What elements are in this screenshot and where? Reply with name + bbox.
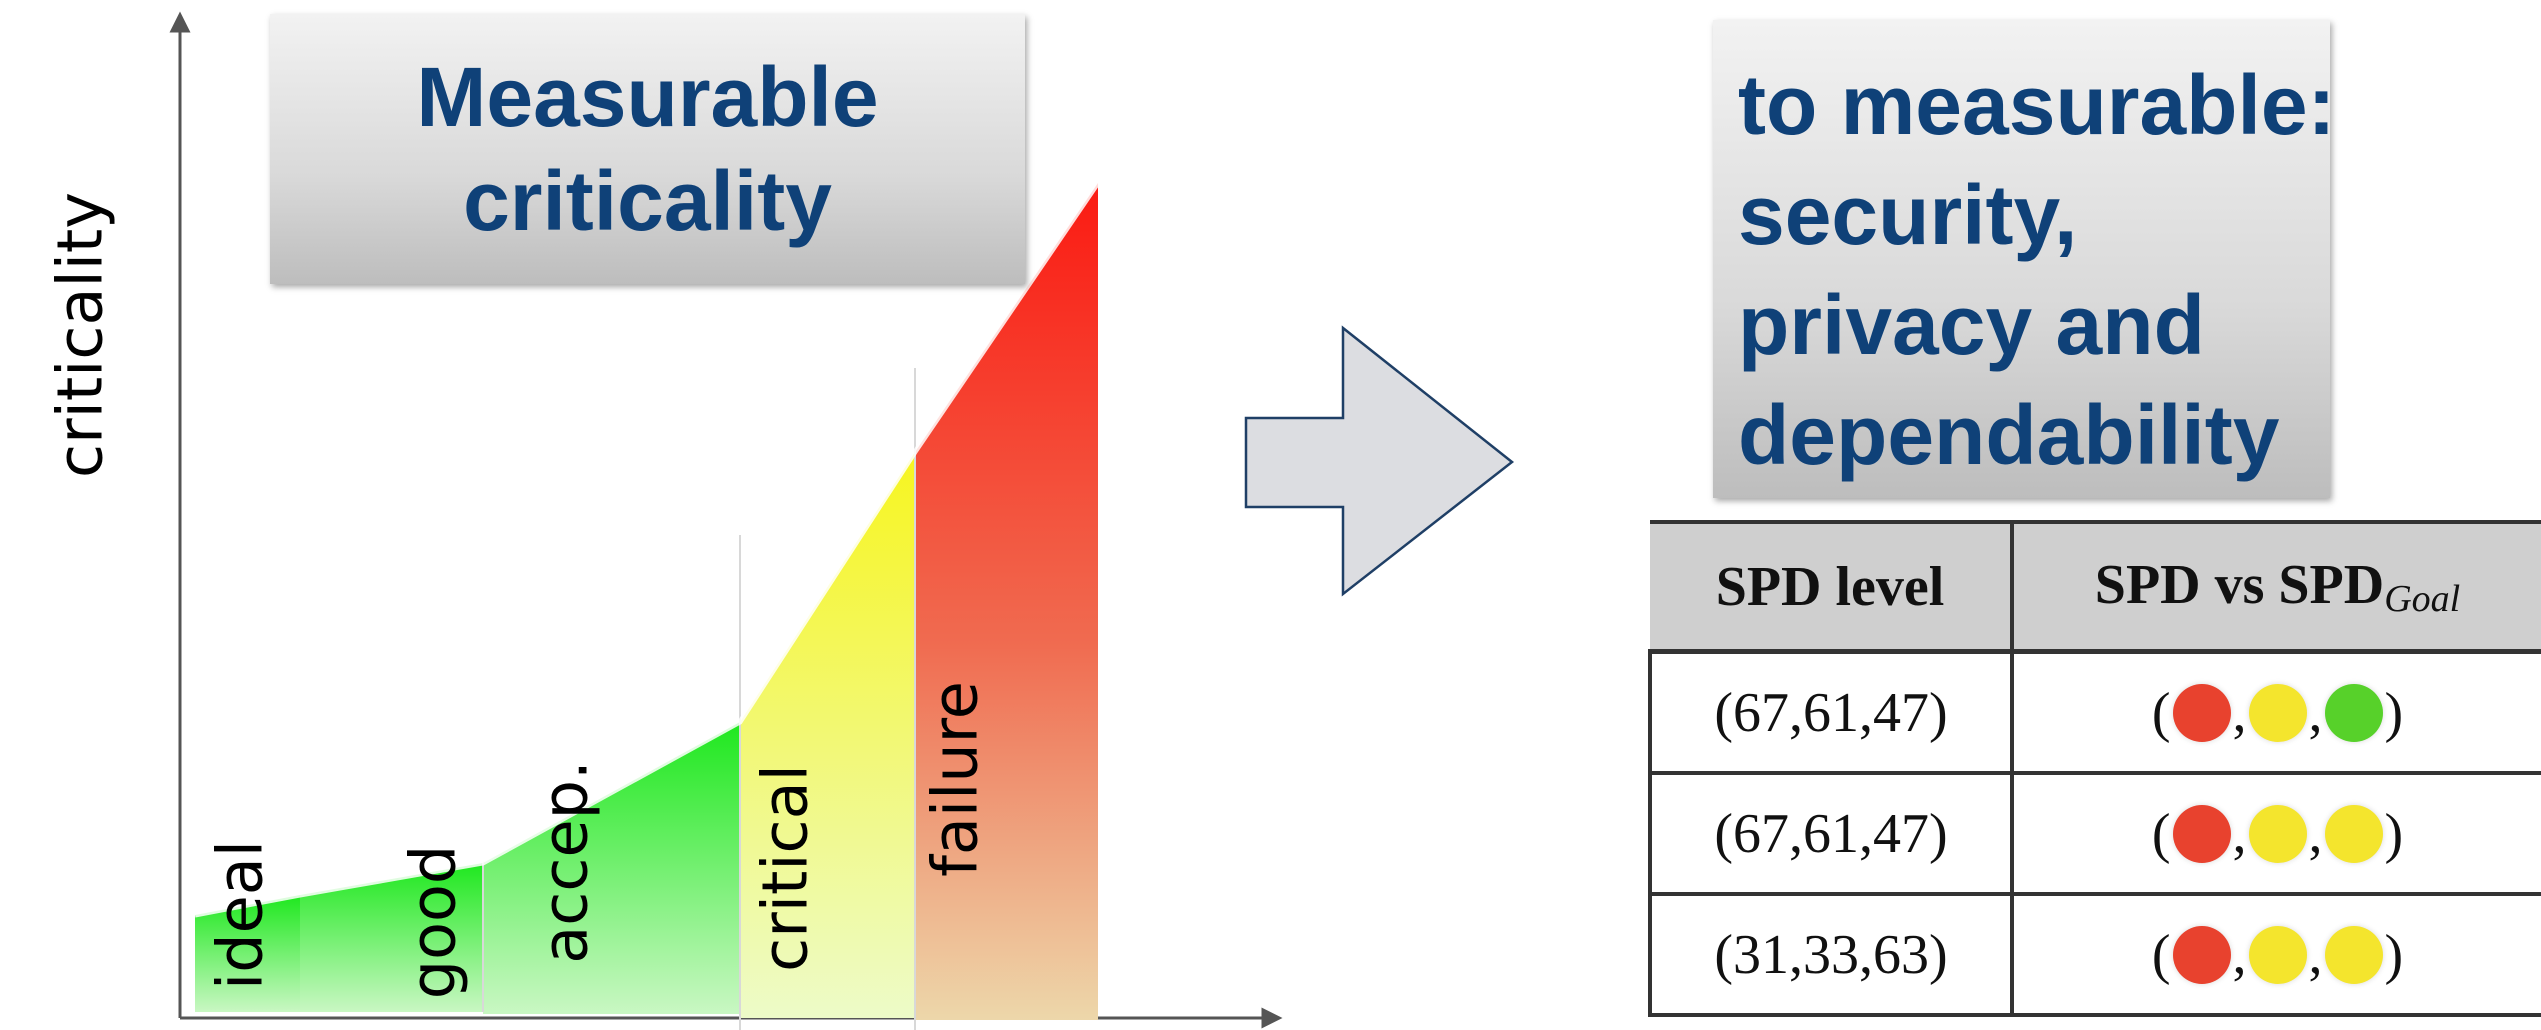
table-row: (67,61,47) (,,) (1648, 773, 2541, 896)
status-dot-icon (2248, 925, 2307, 984)
status-dot-icon (2324, 925, 2383, 984)
spd-level-cell: (31,33,63) (1648, 894, 2014, 1017)
left-title-line: Measurable (416, 50, 879, 144)
table-header-row: SPD level SPD vs SPDGoal (1650, 520, 2541, 654)
zone-label-good: good (396, 844, 470, 1000)
spd-title-line: security, (1738, 168, 2078, 262)
right-arrow-icon (1244, 325, 1515, 597)
status-dot-icon (2248, 683, 2307, 742)
spd-status-cell: (,,) (2012, 894, 2541, 1017)
spd-title-line: dependability (1738, 388, 2280, 482)
zone-label-ideal: ideal (203, 840, 277, 990)
status-dot-icon (2172, 804, 2231, 863)
spd-title-line: to measurable: (1738, 58, 2336, 152)
spd-status-cell: (,,) (2012, 651, 2541, 775)
header-goal-subscript: Goal (2384, 577, 2461, 620)
spd-status-cell: (,,) (2012, 773, 2541, 896)
status-dot-icon (2324, 804, 2383, 863)
zone-label-failure: failure (918, 681, 992, 877)
table-row: (31,33,63) (,,) (1648, 894, 2541, 1017)
y-axis-label: criticality (43, 192, 117, 478)
spd-table: SPD level SPD vs SPDGoal (67,61,47) (,,)… (1648, 520, 2541, 1017)
header-spd-vs-goal: SPD vs SPDGoal (2012, 520, 2541, 654)
header-spd-vs-goal-text: SPD vs SPD (2094, 553, 2385, 616)
spd-level-cell: (67,61,47) (1648, 773, 2014, 896)
status-dot-icon (2172, 925, 2231, 984)
header-spd-level: SPD level (1650, 520, 2014, 654)
table-row: (67,61,47) (,,) (1648, 651, 2541, 775)
status-dot-icon (2248, 804, 2307, 863)
measurable-criticality-title: Measurable criticality (270, 14, 1025, 284)
zone-critical-area (740, 452, 915, 1018)
zone-label-critical: critical (748, 764, 822, 972)
status-dot-icon (2324, 683, 2383, 742)
spd-title: to measurable: security, privacy and dep… (1713, 20, 2336, 498)
status-dot-icon (2172, 683, 2231, 742)
criticality-curve (194, 181, 1101, 918)
zone-label-acceptable: accep. (528, 760, 602, 964)
spd-title-line: privacy and (1738, 278, 2205, 372)
left-title-line: criticality (463, 154, 832, 248)
zone-failure-area (915, 183, 1098, 1020)
zone-ideal-area (195, 895, 300, 1012)
zone-acceptable-area (483, 722, 740, 1014)
zone-good-area (300, 863, 483, 1012)
spd-level-cell: (67,61,47) (1648, 651, 2014, 775)
